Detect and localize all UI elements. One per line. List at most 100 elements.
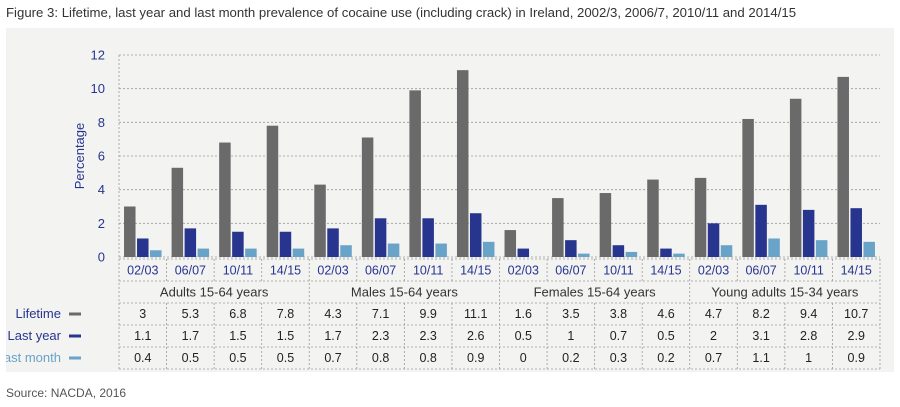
bar-last-year — [374, 218, 387, 257]
data-value-last-year: 2 — [710, 329, 717, 343]
bar-last-year — [469, 213, 482, 257]
data-value-last-month: 0.8 — [372, 351, 389, 365]
bar-last-year — [184, 228, 197, 257]
data-value-lifetime: 10.7 — [844, 307, 868, 321]
y-tick-label: 2 — [98, 216, 105, 231]
legend-label-lifetime: Lifetime — [15, 306, 61, 321]
bar-last-month — [245, 248, 257, 257]
bar-last-year — [422, 218, 434, 257]
bar-lifetime — [361, 137, 374, 257]
bar-last-month — [625, 251, 638, 257]
bar-lifetime — [694, 177, 707, 257]
legend-swatch-lifetime — [69, 312, 81, 316]
data-value-last-month: 0.2 — [657, 351, 674, 365]
bar-lifetime — [742, 118, 754, 257]
bar-last-month — [673, 253, 685, 257]
bar-lifetime — [266, 125, 279, 257]
data-value-last-year: 1.1 — [134, 329, 151, 343]
data-value-lifetime: 9.9 — [419, 307, 436, 321]
bar-last-year — [279, 231, 292, 257]
data-value-last-month: 0.7 — [705, 351, 722, 365]
bar-last-month — [197, 248, 210, 257]
bar-lifetime — [599, 193, 612, 257]
legend-swatch-last-month — [69, 356, 81, 360]
bar-last-month — [482, 241, 495, 257]
x-tick-label: 02/03 — [317, 264, 348, 278]
data-value-lifetime: 7.8 — [277, 307, 294, 321]
data-value-last-year: 0.7 — [610, 329, 627, 343]
data-value-last-year: 2.3 — [419, 329, 436, 343]
bar-last-year — [660, 248, 672, 257]
y-tick-label: 8 — [98, 115, 105, 130]
bar-last-year — [232, 231, 244, 257]
data-value-lifetime: 6.8 — [229, 307, 246, 321]
data-value-lifetime: 3 — [139, 307, 146, 321]
x-tick-label: 14/15 — [460, 264, 491, 278]
data-value-last-month: 1.1 — [752, 351, 769, 365]
data-value-lifetime: 11.1 — [464, 307, 487, 321]
bar-lifetime — [456, 70, 469, 258]
data-value-last-month: 0.9 — [467, 351, 484, 365]
bar-lifetime — [504, 230, 517, 257]
legend-label-last-month: Last month — [6, 350, 61, 365]
data-value-last-year: 1 — [567, 329, 574, 343]
data-value-last-year: 2.3 — [372, 329, 389, 343]
data-value-lifetime: 8.2 — [752, 307, 769, 321]
y-tick-label: 6 — [98, 149, 105, 164]
data-value-lifetime: 5.3 — [182, 307, 199, 321]
data-value-last-month: 0.5 — [277, 351, 294, 365]
bar-last-year — [707, 223, 720, 257]
bar-lifetime — [219, 142, 231, 257]
data-value-last-year: 0.5 — [657, 329, 674, 343]
y-axis-label: Percentage — [72, 123, 87, 190]
data-value-last-year: 2.6 — [467, 329, 484, 343]
bar-lifetime — [314, 184, 326, 257]
bar-last-year — [137, 238, 149, 257]
data-value-lifetime: 9.4 — [800, 307, 817, 321]
data-value-last-month: 0.4 — [134, 351, 151, 365]
source-note: Source: NACDA, 2016 — [6, 386, 127, 400]
x-tick-label: 06/07 — [555, 264, 586, 278]
chart-panel: Percentage 0 2 4 6 8 10 12 02/03 06/07 10/11 14/15 0… — [0, 28, 894, 372]
data-value-last-month: 0.5 — [229, 351, 246, 365]
data-value-lifetime: 3.5 — [562, 307, 579, 321]
bar-last-month — [435, 243, 447, 257]
bar-lifetime — [171, 167, 184, 257]
data-value-last-month: 0.5 — [182, 351, 199, 365]
bar-last-month — [720, 245, 733, 257]
bar-lifetime — [409, 90, 421, 257]
x-tick-label: 14/15 — [270, 264, 301, 278]
data-value-last-month: 0.8 — [419, 351, 436, 365]
x-tick-label: 10/11 — [223, 264, 253, 278]
bar-last-year — [755, 204, 767, 257]
figure-title: Figure 3: Lifetime, last year and last m… — [6, 5, 797, 20]
bar-last-month — [340, 245, 352, 257]
bar-last-year — [612, 245, 625, 257]
y-tick-label: 4 — [98, 182, 105, 197]
bar-last-month — [815, 240, 828, 257]
bar-last-year — [802, 209, 815, 257]
bar-last-month — [150, 250, 162, 257]
legend-swatch-last-year — [69, 334, 81, 338]
group-label: Young adults 15-34 years — [711, 285, 858, 300]
x-tick-label: 02/03 — [127, 264, 158, 278]
data-value-lifetime: 1.6 — [515, 307, 532, 321]
data-value-last-month: 0.2 — [562, 351, 579, 365]
bar-last-month — [578, 253, 590, 257]
bar-last-year — [327, 228, 339, 257]
bar-lifetime — [837, 76, 849, 257]
legend-label-last-year: Last year — [8, 328, 62, 343]
data-value-last-year: 1.7 — [324, 329, 341, 343]
x-tick-label: 10/11 — [603, 264, 633, 278]
data-value-last-year: 1.5 — [229, 329, 246, 343]
bar-last-year — [517, 248, 530, 257]
x-tick-label: 06/07 — [745, 264, 776, 278]
data-value-last-year: 0.5 — [515, 329, 532, 343]
bar-lifetime — [647, 179, 659, 257]
bar-lifetime — [124, 206, 136, 257]
y-tick-label: 10 — [91, 81, 105, 96]
data-value-lifetime: 4.6 — [657, 307, 674, 321]
bar-last-year — [850, 208, 862, 257]
data-value-last-year: 3.1 — [752, 329, 769, 343]
data-value-lifetime: 7.1 — [372, 307, 389, 321]
